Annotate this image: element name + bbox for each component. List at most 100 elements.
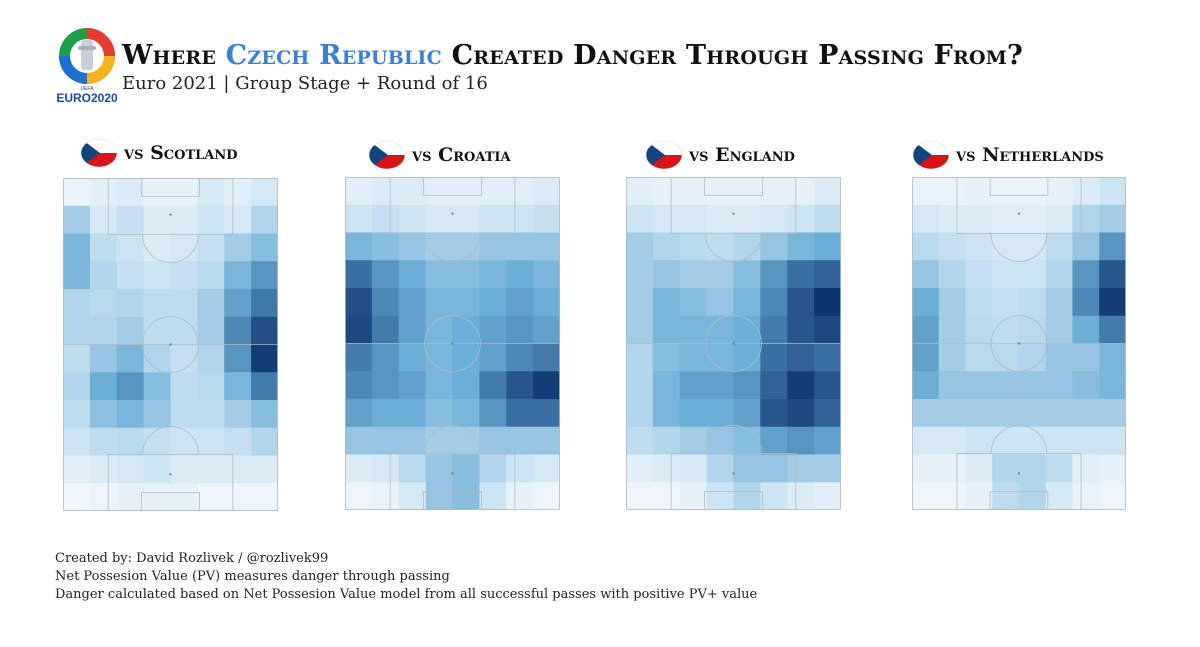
heatmap-cell: [1072, 232, 1100, 261]
heatmap-cell: [1099, 426, 1126, 455]
heatmap-cell: [425, 232, 454, 261]
heatmap-cell: [965, 177, 993, 206]
heatmap-cell: [1045, 288, 1073, 317]
heatmap-cell: [224, 455, 252, 484]
heatmap-cell: [170, 261, 198, 290]
heatmap-cell: [1045, 260, 1073, 289]
heatmap-cell: [760, 315, 788, 344]
heatmap-cell: [251, 483, 278, 511]
heatmap-cell: [371, 232, 400, 261]
heatmap-cell: [912, 315, 940, 344]
heatmap-cell: [371, 482, 400, 510]
heatmap-cell: [652, 426, 681, 455]
heatmap-cell: [479, 315, 507, 344]
heatmap-cell: [224, 289, 252, 318]
heatmap-cell: [626, 343, 654, 372]
heatmap-cell: [345, 454, 373, 483]
heatmap-cell: [251, 372, 278, 401]
heatmap-cell: [1045, 204, 1073, 233]
heatmap-cell: [345, 482, 373, 510]
heatmap-cell: [170, 400, 198, 429]
heatmap-cell: [1099, 232, 1126, 261]
heatmap-cell: [706, 426, 735, 455]
heatmap-cell: [1019, 288, 1047, 317]
heatmap-cell: [706, 399, 735, 428]
heatmap-cell: [506, 343, 534, 372]
heatmap-cell: [733, 371, 761, 400]
panel-header: vs England: [645, 139, 795, 171]
heatmap-cell: [626, 288, 654, 317]
heatmap-cell: [760, 232, 788, 261]
pitch-spot: [451, 212, 454, 215]
heatmap-cell: [938, 426, 966, 455]
heatmap-cell: [345, 288, 373, 317]
heatmap-cell: [345, 177, 373, 206]
heatmap-cell: [89, 205, 118, 234]
heatmap-cell: [251, 261, 278, 290]
heatmap-cell: [425, 260, 454, 289]
heatmap-cell: [760, 426, 788, 455]
pitch-lines: [626, 177, 841, 510]
heatmap-cell: [733, 177, 761, 206]
heatmap-cell: [224, 316, 252, 345]
heatmap-cell: [1019, 399, 1047, 428]
pitch-spot: [1017, 212, 1021, 215]
footer-method-note: Danger calculated based on Net Possesion…: [55, 587, 758, 602]
heatmap-cell: [170, 205, 198, 234]
heatmap-cell: [425, 288, 454, 317]
heatmap-cell: [652, 343, 681, 372]
heatmap-cell: [992, 399, 1020, 428]
heatmap-cell: [116, 205, 145, 234]
heatmap-cell: [912, 371, 940, 400]
heatmap-cell: [479, 371, 507, 400]
heatmap-cell: [814, 177, 841, 206]
heatmap-cell: [251, 344, 278, 373]
heatmap-cell: [814, 343, 841, 372]
heatmap-cell: [992, 454, 1020, 483]
heatmap-cell: [345, 232, 373, 261]
heatmap-cell: [706, 288, 735, 317]
heatmap-cell: [170, 233, 198, 262]
heatmap-cell: [533, 260, 560, 289]
heatmap-cell: [506, 315, 534, 344]
heatmap-cell: [224, 233, 252, 262]
heatmap-cell: [965, 232, 993, 261]
heatmap-cell: [626, 260, 654, 289]
heatmap-cell: [143, 289, 172, 318]
heatmap-cell: [398, 343, 427, 372]
heatmap-cell: [760, 371, 788, 400]
pitch-spot: [1017, 472, 1021, 475]
heatmap-cell: [965, 399, 993, 428]
heatmap-cell: [1045, 232, 1073, 261]
heatmap-cell: [506, 371, 534, 400]
heatmap-cell: [760, 343, 788, 372]
pitch-heatmap: [912, 177, 1126, 510]
heatmap-cell: [626, 426, 654, 455]
heatmap-cell: [733, 260, 761, 289]
heatmap-cell: [965, 343, 993, 372]
heatmap-cell: [170, 178, 198, 207]
heatmap-cell: [1099, 371, 1126, 400]
heatmap-cell: [345, 315, 373, 344]
heatmap-cell: [452, 315, 480, 344]
heatmap-cell: [1019, 177, 1047, 206]
heatmap-cell: [912, 177, 940, 206]
heatmap-cell: [116, 344, 145, 373]
heatmap-cell: [652, 371, 681, 400]
heatmap-cell: [224, 427, 252, 456]
czech-flag-icon: [912, 140, 950, 170]
heatmap-cell: [1045, 371, 1073, 400]
heatmap-cell: [533, 288, 560, 317]
heatmap-cell: [345, 343, 373, 372]
heatmap-cell: [170, 316, 198, 345]
heatmap-cell: [143, 205, 172, 234]
heatmap-cell: [251, 427, 278, 456]
heatmap-cell: [170, 427, 198, 456]
heatmap-cell: [1019, 371, 1047, 400]
heatmap-cell: [787, 204, 815, 233]
heatmap-cell: [533, 232, 560, 261]
heatmap-cell: [992, 426, 1020, 455]
heatmap-cell: [224, 344, 252, 373]
footer: Created by: David Rozlivek / @rozlivek99…: [55, 550, 757, 604]
heatmap-cell: [63, 344, 91, 373]
